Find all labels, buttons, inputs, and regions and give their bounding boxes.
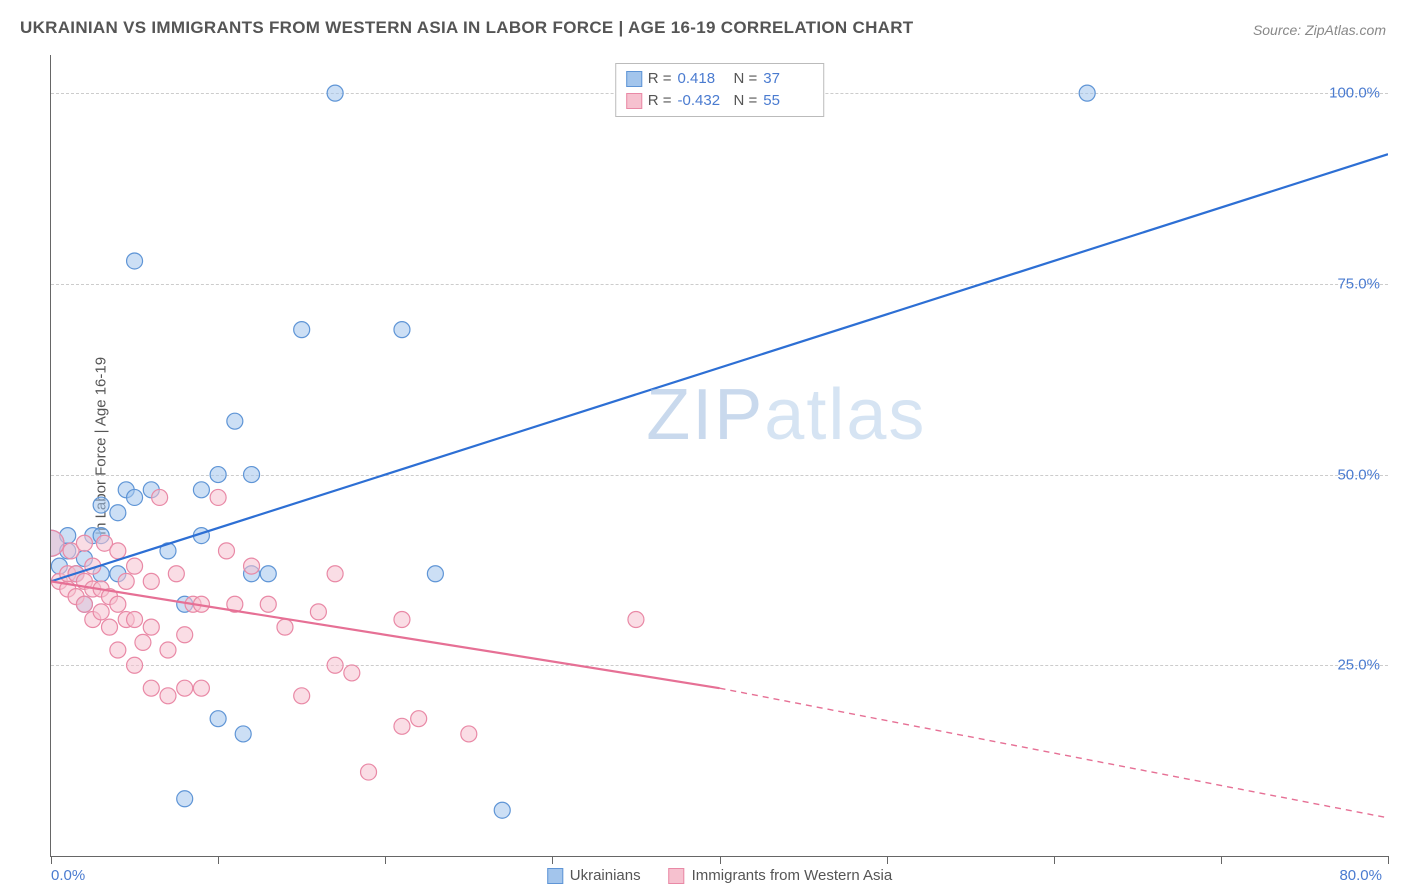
x-tick — [552, 856, 553, 864]
chart-plot-area: ZIPatlas R = 0.418 N = 37 R = -0.432 N =… — [50, 55, 1388, 857]
scatter-point — [494, 802, 510, 818]
stats-row: R = -0.432 N = 55 — [626, 90, 814, 112]
r-label: R = — [648, 68, 672, 90]
x-tick — [1221, 856, 1222, 864]
scatter-point — [210, 489, 226, 505]
scatter-point — [394, 612, 410, 628]
n-value: 37 — [763, 68, 813, 90]
r-value: -0.432 — [678, 90, 728, 112]
scatter-point — [227, 413, 243, 429]
legend-item: Immigrants from Western Asia — [669, 867, 893, 884]
scatter-point — [143, 680, 159, 696]
scatter-point — [193, 482, 209, 498]
x-tick — [218, 856, 219, 864]
scatter-point — [310, 604, 326, 620]
scatter-point — [218, 543, 234, 559]
scatter-point — [411, 711, 427, 727]
scatter-point — [93, 604, 109, 620]
scatter-point — [118, 573, 134, 589]
scatter-point — [327, 566, 343, 582]
scatter-point — [327, 85, 343, 101]
swatch-icon — [547, 868, 563, 884]
scatter-point — [76, 596, 92, 612]
scatter-point — [294, 688, 310, 704]
scatter-point — [327, 657, 343, 673]
swatch-icon — [669, 868, 685, 884]
scatter-point — [143, 573, 159, 589]
legend-label: Ukrainians — [570, 867, 641, 884]
scatter-point — [461, 726, 477, 742]
swatch-icon — [626, 71, 642, 87]
scatter-svg — [51, 55, 1388, 856]
scatter-point — [260, 566, 276, 582]
scatter-point — [177, 627, 193, 643]
scatter-point — [127, 558, 143, 574]
scatter-point — [361, 764, 377, 780]
swatch-icon — [626, 93, 642, 109]
scatter-point — [127, 657, 143, 673]
x-tick — [1388, 856, 1389, 864]
x-tick-label: 0.0% — [51, 867, 85, 884]
scatter-point — [244, 467, 260, 483]
scatter-point — [177, 680, 193, 696]
scatter-point — [344, 665, 360, 681]
scatter-point — [110, 596, 126, 612]
x-tick — [385, 856, 386, 864]
scatter-point — [427, 566, 443, 582]
stats-row: R = 0.418 N = 37 — [626, 68, 814, 90]
scatter-point — [160, 642, 176, 658]
scatter-point — [127, 489, 143, 505]
scatter-point — [127, 253, 143, 269]
scatter-point — [277, 619, 293, 635]
x-tick — [1054, 856, 1055, 864]
x-tick-label: 80.0% — [1339, 867, 1382, 884]
scatter-point — [294, 322, 310, 338]
scatter-point — [101, 619, 117, 635]
x-tick — [887, 856, 888, 864]
scatter-point — [110, 642, 126, 658]
scatter-point — [93, 497, 109, 513]
scatter-point — [210, 467, 226, 483]
scatter-point — [76, 535, 92, 551]
n-label: N = — [734, 68, 758, 90]
x-tick — [720, 856, 721, 864]
scatter-point — [168, 566, 184, 582]
trend-line-dashed — [720, 688, 1389, 818]
legend-label: Immigrants from Western Asia — [692, 867, 893, 884]
scatter-point — [143, 619, 159, 635]
x-tick — [51, 856, 52, 864]
scatter-point — [235, 726, 251, 742]
scatter-point — [394, 322, 410, 338]
correlation-stats-box: R = 0.418 N = 37 R = -0.432 N = 55 — [615, 63, 825, 117]
r-value: 0.418 — [678, 68, 728, 90]
scatter-point — [260, 596, 276, 612]
scatter-point — [127, 612, 143, 628]
scatter-point — [193, 680, 209, 696]
scatter-point — [110, 543, 126, 559]
n-label: N = — [734, 90, 758, 112]
source-label: Source: ZipAtlas.com — [1253, 22, 1386, 38]
scatter-point — [628, 612, 644, 628]
legend-item: Ukrainians — [547, 867, 641, 884]
trend-line — [51, 154, 1388, 581]
scatter-point — [1079, 85, 1095, 101]
scatter-point — [152, 489, 168, 505]
r-label: R = — [648, 90, 672, 112]
scatter-point — [394, 718, 410, 734]
bottom-legend: Ukrainians Immigrants from Western Asia — [547, 867, 893, 884]
scatter-point — [244, 558, 260, 574]
scatter-point — [177, 791, 193, 807]
n-value: 55 — [763, 90, 813, 112]
scatter-point — [210, 711, 226, 727]
scatter-point — [160, 688, 176, 704]
scatter-point — [110, 505, 126, 521]
scatter-point — [135, 634, 151, 650]
chart-title: UKRAINIAN VS IMMIGRANTS FROM WESTERN ASI… — [20, 18, 913, 38]
